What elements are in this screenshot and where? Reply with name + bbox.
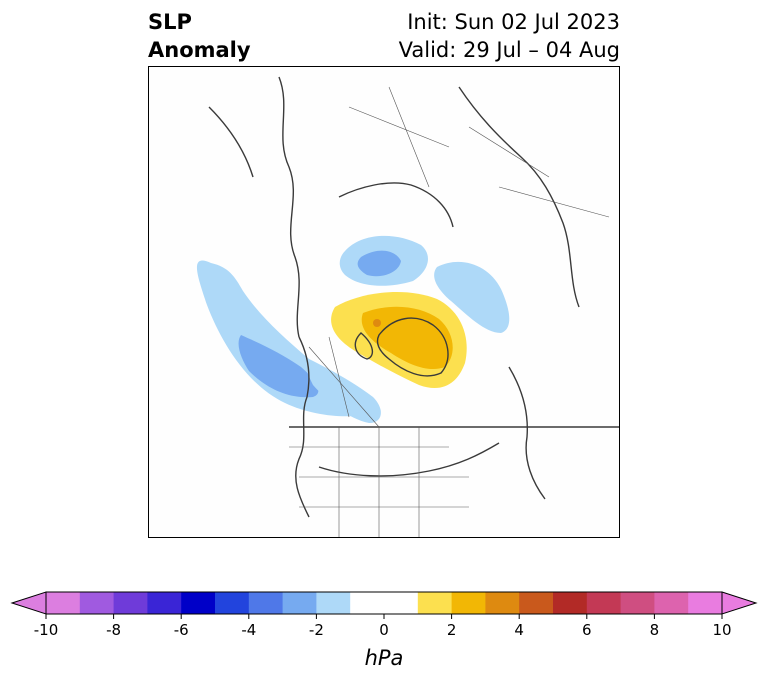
- colorbar-cell: [417, 592, 453, 614]
- colorbar-extend-max: [721, 591, 758, 615]
- borders: [289, 86, 610, 537]
- colorbar-cell: [46, 592, 81, 614]
- colorbar-cell: [485, 592, 520, 614]
- init-date: Init: Sun 02 Jul 2023: [407, 10, 620, 34]
- map-canvas: [196, 76, 619, 537]
- colorbar-tick-label: 6: [582, 621, 592, 639]
- colorbar-cell: [147, 592, 182, 614]
- colorbar-tick-label: -2: [309, 621, 324, 639]
- anomaly-negative-pacific: [196, 260, 381, 417]
- colorbar-units: hPa: [364, 646, 404, 670]
- colorbar-tick-label: 8: [650, 621, 660, 639]
- colorbar-cell: [181, 592, 216, 614]
- map-title-left: SLP Anomaly: [148, 8, 251, 64]
- coastlines: [208, 76, 619, 518]
- colorbar-cell: [350, 592, 385, 614]
- colorbar-tick-label: -8: [106, 621, 121, 639]
- colorbar-cell: [384, 592, 419, 614]
- map-title-right: Init: Sun 02 Jul 2023 Valid: 29 Jul – 04…: [399, 8, 620, 64]
- colorbar-tick-label: -4: [241, 621, 256, 639]
- colorbar-tick-label: -10: [34, 621, 59, 639]
- colorbar-tick-label: 4: [514, 621, 524, 639]
- anomaly-positive-greenland: [331, 292, 467, 389]
- colorbar-cell: [451, 592, 486, 614]
- colorbar: -10 -8 -6 -4 -2 0 2 4 6 8 10: [10, 591, 758, 639]
- title-anomaly: Anomaly: [148, 38, 251, 62]
- colorbar-cell: [282, 592, 317, 614]
- colorbar-cell: [79, 592, 115, 614]
- anomaly-negative-canada: [306, 359, 381, 423]
- colorbar-cell: [519, 592, 554, 614]
- map-panel: [148, 66, 620, 538]
- colorbar-cell: [215, 592, 250, 614]
- anomaly-negative-kara: [339, 235, 428, 286]
- colorbar-cell: [316, 592, 351, 614]
- anomaly-negative-laptev: [434, 261, 510, 333]
- colorbar-tick-label: 10: [712, 621, 731, 639]
- colorbar-tick-label: -6: [174, 621, 189, 639]
- colorbar-cell: [248, 592, 284, 614]
- colorbar-cell: [654, 592, 689, 614]
- colorbar-cell: [620, 592, 655, 614]
- colorbar-cell: [688, 592, 723, 614]
- valid-range: Valid: 29 Jul – 04 Aug: [398, 38, 620, 62]
- colorbar-extend-min: [10, 591, 47, 615]
- colorbar-tick-label: 0: [379, 621, 389, 639]
- colorbar-tick-label: 2: [447, 621, 457, 639]
- colorbar-cell: [113, 592, 148, 614]
- colorbar-cell: [586, 592, 622, 614]
- title-variable: SLP: [148, 10, 192, 34]
- colorbar-cell: [553, 592, 588, 614]
